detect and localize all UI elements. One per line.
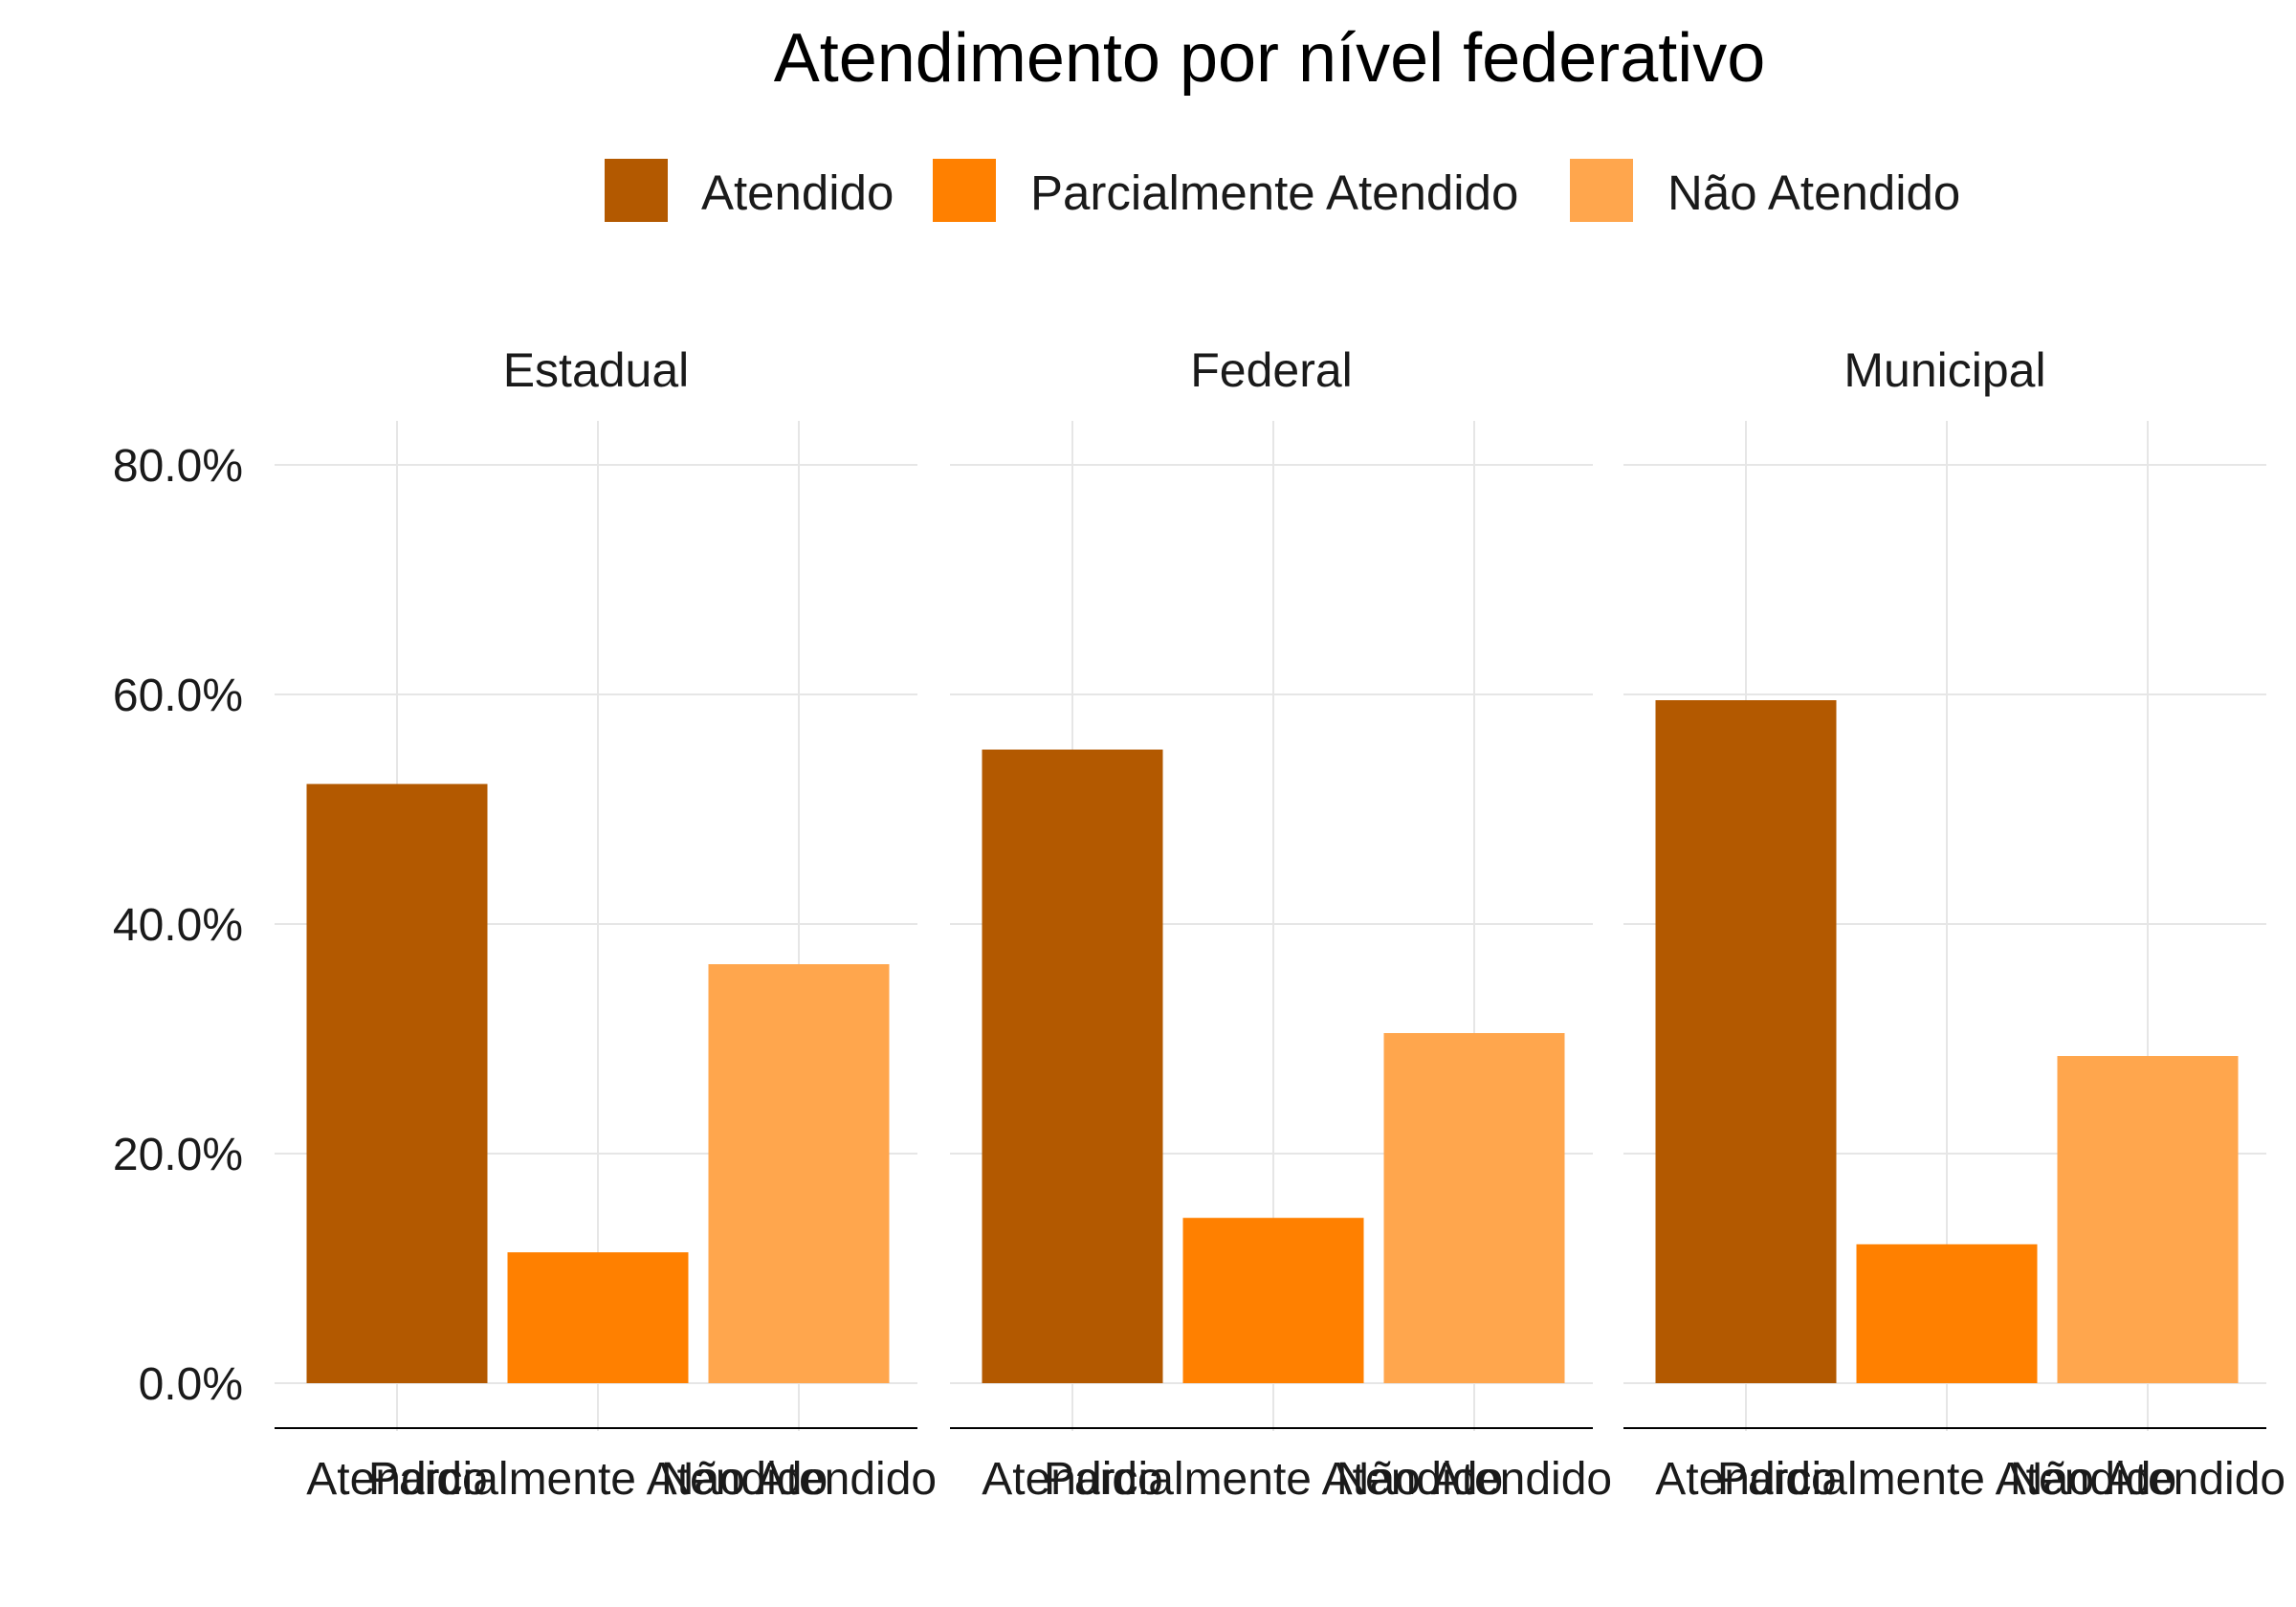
legend-label-nao-atendido: Não Atendido: [1667, 165, 1960, 220]
legend-swatch-atendido: [605, 159, 668, 222]
bar-municipal-atendido: [1655, 700, 1837, 1383]
bar-federal-atendido: [982, 749, 1163, 1383]
bar-federal-nao-atendido: [1383, 1033, 1565, 1383]
bar-estadual-nao-atendido: [708, 964, 890, 1383]
legend-swatch-parcialmente-atendido: [933, 159, 996, 222]
y-axis: 0.0% 20.0% 40.0% 60.0% 80.0%: [113, 441, 243, 1410]
legend-label-atendido: Atendido: [701, 165, 894, 220]
chart-title: Atendimento por nível federativo: [774, 20, 1766, 97]
y-tick-label: 0.0%: [139, 1359, 243, 1410]
legend-item-atendido: Atendido: [605, 159, 894, 222]
legend-item-nao-atendido: Não Atendido: [1570, 159, 1960, 222]
x-tick-label-atendido: Atendido: [982, 1454, 1163, 1505]
bar-estadual-parcialmente-atendido: [507, 1252, 689, 1383]
legend: Atendido Parcialmente Atendido Não Atendid…: [605, 159, 1960, 222]
y-tick-label: 20.0%: [113, 1130, 243, 1180]
x-tick-label-atendido: Atendido: [1655, 1454, 1837, 1505]
panel-title-municipal: Municipal: [1843, 343, 2045, 397]
x-tick-label-parcialmente-atendido: Parcialmente Atendido: [368, 1454, 828, 1505]
legend-swatch-nao-atendido: [1570, 159, 1633, 222]
x-tick-label-parcialmente-atendido: Parcialmente Atendido: [1044, 1454, 1503, 1505]
y-tick-label: 80.0%: [113, 441, 243, 492]
panel-title-federal: Federal: [1190, 343, 1353, 397]
legend-label-parcialmente-atendido: Parcialmente Atendido: [1030, 165, 1518, 220]
bar-estadual-atendido: [306, 783, 488, 1383]
y-tick-label: 40.0%: [113, 900, 243, 951]
y-tick-label: 60.0%: [113, 671, 243, 721]
legend-item-parcialmente-atendido: Parcialmente Atendido: [933, 159, 1518, 222]
x-tick-label-nao-atendido: Não Atendido: [2010, 1454, 2285, 1505]
panel-title-estadual: Estadual: [503, 343, 690, 397]
x-tick-label-nao-atendido: Não Atendido: [1336, 1454, 1612, 1505]
bar-municipal-nao-atendido: [2057, 1056, 2239, 1383]
bar-municipal-parcialmente-atendido: [1856, 1244, 2038, 1383]
x-tick-label-nao-atendido: Não Atendido: [661, 1454, 937, 1505]
x-tick-label-atendido: Atendido: [306, 1454, 488, 1505]
x-tick-label-parcialmente-atendido: Parcialmente Atendido: [1717, 1454, 2176, 1505]
bar-federal-parcialmente-atendido: [1182, 1218, 1364, 1383]
